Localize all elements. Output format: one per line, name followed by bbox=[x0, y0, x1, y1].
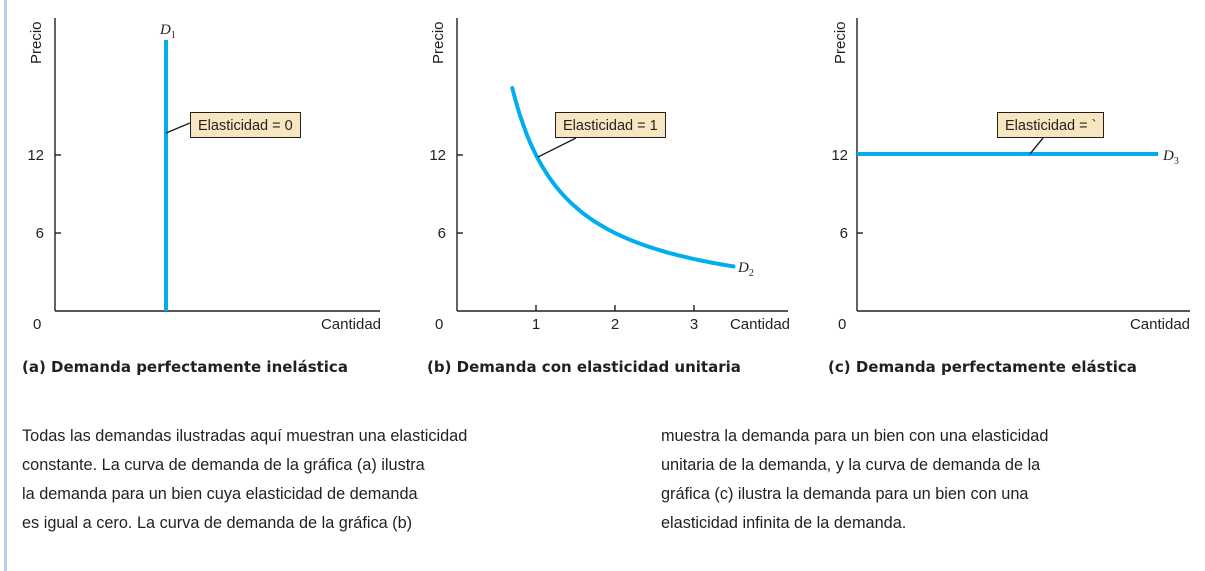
body-line: elasticidad infinita de la demanda. bbox=[661, 514, 907, 532]
x-axis-label: Cantidad bbox=[1130, 316, 1190, 333]
x-tick-label: 1 bbox=[532, 316, 540, 333]
caption-a: (a) Demanda perfectamente inelástica bbox=[22, 358, 348, 376]
y-tick-label: 6 bbox=[438, 225, 446, 242]
panel-a: 12 6 0 Cantidad Precio D1 bbox=[27, 18, 381, 333]
y-axis-label: Precio bbox=[430, 21, 447, 64]
y-axis-label: Precio bbox=[832, 21, 849, 64]
x-axis-label: Cantidad bbox=[730, 316, 790, 333]
y-tick-label: 12 bbox=[831, 147, 848, 164]
body-line: es igual a cero. La curva de demanda de … bbox=[22, 514, 413, 532]
elasticity-callout-c: Elasticidad = ` bbox=[997, 112, 1105, 138]
x-tick-label: 3 bbox=[690, 316, 698, 333]
body-line: la demanda para un bien cuya elasticidad… bbox=[22, 485, 418, 503]
caption-b: (b) Demanda con elasticidad unitaria bbox=[427, 358, 741, 376]
charts-svg: 12 6 0 Cantidad Precio D1 12 6 0 1 2 3 C… bbox=[27, 18, 1190, 333]
elasticity-callout-a: Elasticidad = 0 bbox=[190, 112, 301, 138]
caption-c: (c) Demanda perfectamente elástica bbox=[828, 358, 1137, 376]
y-axis-label: Precio bbox=[28, 21, 45, 64]
origin-label: 0 bbox=[435, 316, 443, 333]
callout-leader bbox=[1029, 137, 1044, 155]
y-tick-label: 6 bbox=[36, 225, 44, 242]
body-line: Todas las demandas ilustradas aquí muest… bbox=[22, 427, 468, 445]
elasticity-callout-b: Elasticidad = 1 bbox=[555, 112, 666, 138]
demand-curve-d2 bbox=[510, 86, 736, 269]
body-text-col1: Todas las demandas ilustradas aquí muest… bbox=[22, 422, 467, 538]
x-tick-label: 2 bbox=[611, 316, 619, 333]
left-margin-rule bbox=[4, 0, 7, 571]
origin-label: 0 bbox=[33, 316, 41, 333]
curve-label-d1: D1 bbox=[159, 22, 176, 41]
body-line: muestra la demanda para un bien con una … bbox=[661, 427, 1049, 445]
body-line: constante. La curva de demanda de la grá… bbox=[22, 456, 425, 474]
y-tick-label: 6 bbox=[840, 225, 848, 242]
x-axis-label: Cantidad bbox=[321, 316, 381, 333]
panel-c: 12 6 0 Cantidad Precio D3 bbox=[831, 18, 1190, 333]
body-text-col2: muestra la demanda para un bien con una … bbox=[661, 422, 1048, 538]
panel-b: 12 6 0 1 2 3 Cantidad Precio D2 bbox=[429, 18, 790, 333]
y-tick-label: 12 bbox=[429, 147, 446, 164]
y-tick-label: 12 bbox=[27, 147, 44, 164]
body-line: unitaria de la demanda, y la curva de de… bbox=[661, 456, 1041, 474]
curve-label-d2: D2 bbox=[737, 260, 754, 279]
origin-label: 0 bbox=[838, 316, 846, 333]
curve-label-d3: D3 bbox=[1162, 148, 1179, 167]
callout-leader bbox=[165, 122, 191, 134]
callout-leader bbox=[537, 137, 577, 158]
body-line: gráfica (c) ilustra la demanda para un b… bbox=[661, 485, 1029, 503]
